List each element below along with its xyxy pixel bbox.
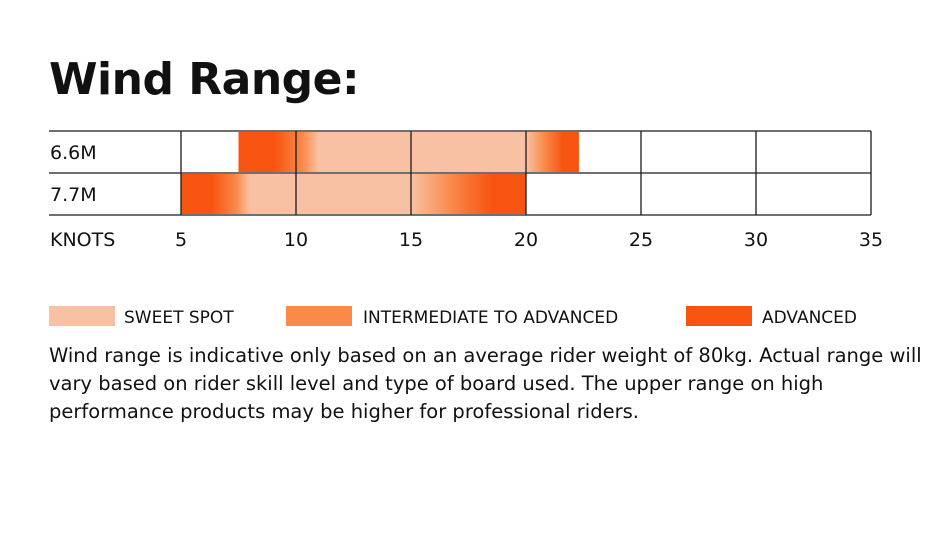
wind-range-chart: 6.6M 7.7M KNOTS 5 10 15 20 25 30 35 <box>49 130 883 251</box>
legend-label: INTERMEDIATE TO ADVANCED <box>363 308 619 328</box>
x-tick-label: 30 <box>744 229 768 251</box>
legend-label: ADVANCED <box>762 308 858 328</box>
x-tick-label: 25 <box>629 229 653 251</box>
row-label: 7.7M <box>50 184 97 206</box>
legend-swatch <box>686 306 752 326</box>
x-tick-label: 15 <box>399 229 423 251</box>
range-bar-6-6m <box>238 132 579 172</box>
page-title: Wind Range: <box>49 54 360 105</box>
row-label: 6.6M <box>50 142 97 164</box>
range-bar-7-7m <box>181 174 526 214</box>
x-tick-label: 5 <box>175 229 187 251</box>
legend-label: SWEET SPOT <box>124 308 234 328</box>
wind-range-disclaimer: Wind range is indicative only based on a… <box>49 344 922 423</box>
chart-legend: SWEET SPOT INTERMEDIATE TO ADVANCED ADVANC… <box>49 306 929 330</box>
x-tick-label: 20 <box>514 229 538 251</box>
x-tick-label: 10 <box>284 229 308 251</box>
legend-swatch <box>286 306 352 326</box>
legend-swatch <box>49 306 115 326</box>
x-axis-label: KNOTS <box>50 229 115 251</box>
x-tick-label: 35 <box>859 229 883 251</box>
